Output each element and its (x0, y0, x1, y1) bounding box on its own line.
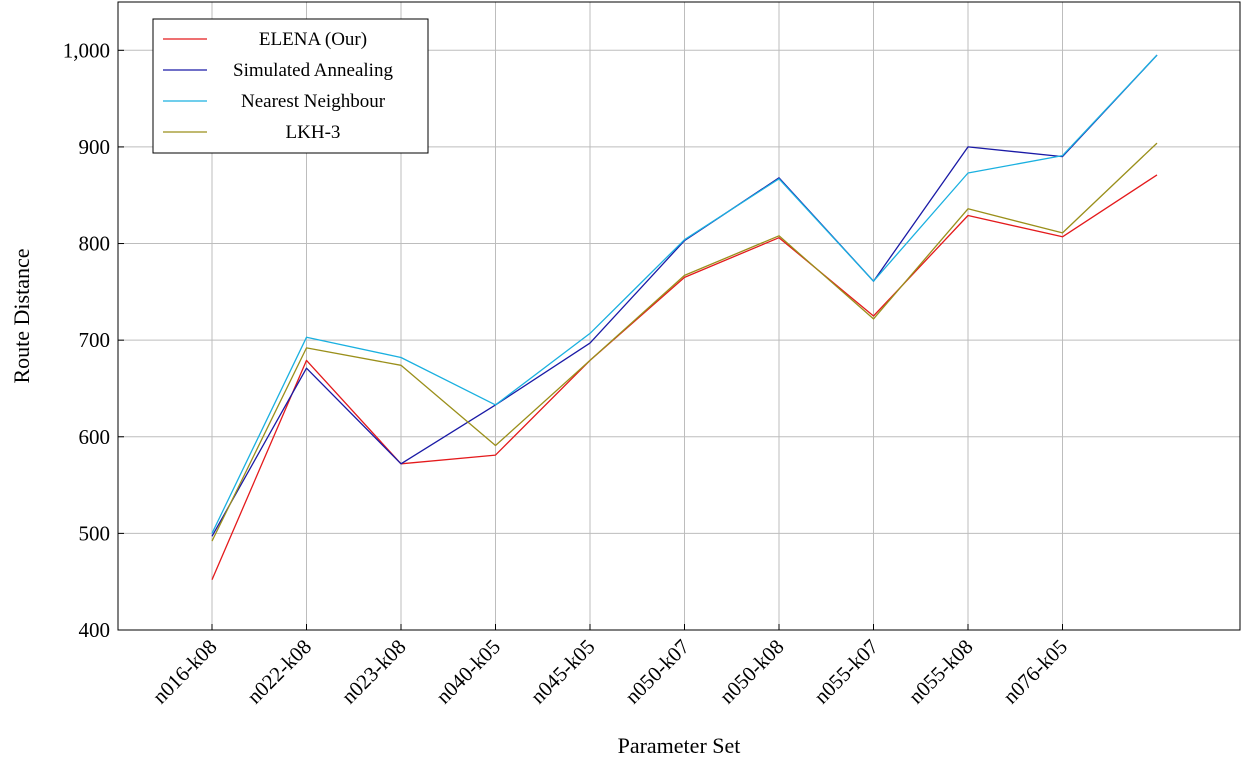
y-tick-label: 700 (79, 328, 111, 352)
x-tick-label: n050-k07 (620, 635, 694, 709)
x-tick-label: n040-k05 (431, 635, 505, 709)
x-tick-label: n050-k08 (715, 635, 789, 709)
x-tick-label: n023-k08 (337, 635, 411, 709)
series-line (211, 54, 1158, 534)
legend-label: LKH-3 (286, 122, 341, 143)
legend: ELENA (Our) Simulated Annealing Nearest Ne… (152, 18, 429, 154)
legend-label: Simulated Annealing (233, 60, 393, 81)
plot-frame (117, 1, 1241, 631)
x-tick-label: n076-k05 (998, 635, 1072, 709)
x-axis-ticks: n016-k08 n022-k08 n023-k08 n040-k05 n045-k05… (148, 624, 1072, 708)
y-tick-label: 600 (79, 425, 111, 449)
series-lines (211, 54, 1158, 581)
x-tick-label: n016-k08 (148, 635, 222, 709)
y-tick-label: 900 (79, 135, 111, 159)
x-tick-label: n045-k05 (526, 635, 600, 709)
series-line (211, 174, 1158, 581)
y-tick-label: 800 (79, 232, 111, 256)
legend-label: ELENA (Our) (259, 29, 367, 50)
x-tick-label: n055-k08 (904, 635, 978, 709)
y-axis-title: Route Distance (9, 248, 34, 383)
y-axis-ticks: 400 500 600 700 800 900 1,000 (63, 38, 124, 642)
y-tick-label: 1,000 (63, 38, 110, 62)
legend-box (152, 18, 429, 154)
legend-label: Nearest Neighbour (241, 91, 386, 112)
series-line (211, 142, 1158, 542)
x-tick-label: n022-k08 (242, 635, 316, 709)
y-tick-label: 400 (79, 618, 111, 642)
x-tick-label: n055-k07 (809, 635, 883, 709)
x-axis-title: Parameter Set (618, 733, 741, 758)
y-tick-label: 500 (79, 521, 111, 545)
